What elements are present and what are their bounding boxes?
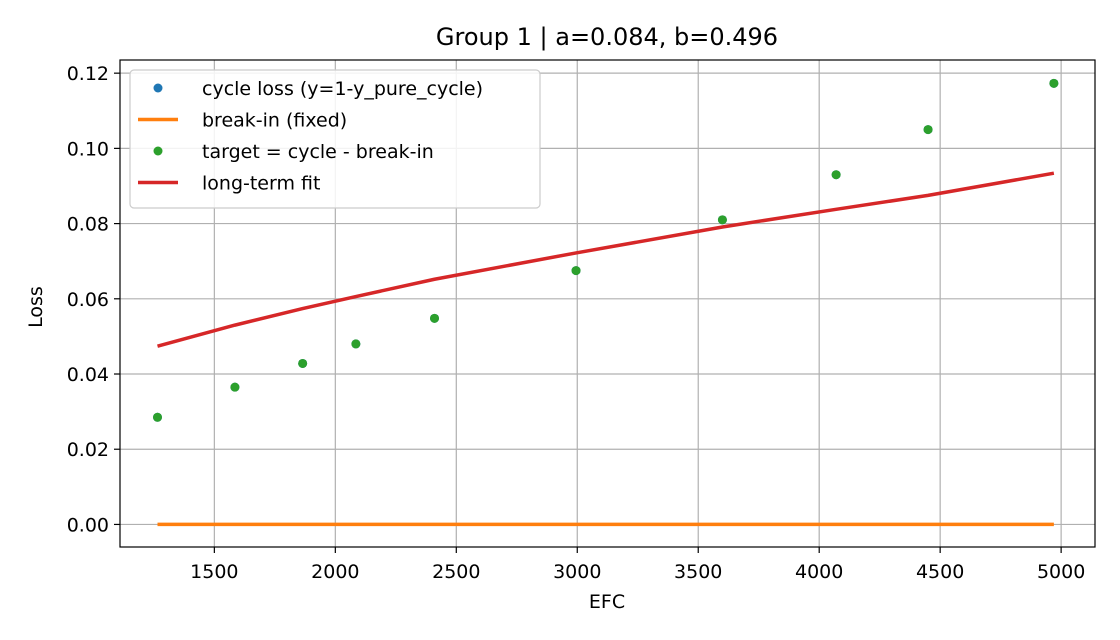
data-point [298, 358, 308, 368]
data-point [717, 215, 727, 225]
y-tick-label: 0.06 [67, 289, 109, 311]
data-point [230, 382, 240, 392]
plot-series [153, 78, 1059, 527]
y-tick-label: 0.10 [67, 138, 109, 160]
data-point [831, 170, 841, 180]
x-tick-label: 2500 [432, 561, 480, 583]
data-point [153, 412, 162, 422]
legend-box [129, 69, 541, 209]
x-tick-label: 1500 [190, 561, 238, 583]
x-tick-label: 4500 [916, 561, 964, 583]
x-tick-label: 2000 [311, 561, 359, 583]
axes-frame [119, 59, 1096, 548]
axis-ticks: 1500 2000 2500 3000 3500 4000 4500 5000 0.00 0.02… [67, 63, 1086, 583]
data-point [351, 339, 361, 349]
data-point [571, 266, 581, 276]
x-tick-label: 3000 [553, 561, 601, 583]
legend-swatch [153, 146, 163, 156]
y-tick-label: 0.02 [67, 439, 109, 461]
legend: cycle loss (y=1-y_pure_cycle) break-in (f… [129, 69, 541, 209]
x-tick-label: 4000 [795, 561, 843, 583]
chart-title: Group 1 | a=0.084, b=0.496 [436, 23, 778, 51]
x-axis-label: EFC [589, 591, 625, 613]
x-tick-label: 3500 [674, 561, 722, 583]
x-tick-label: 5000 [1037, 561, 1085, 583]
y-axis-label: Loss [25, 286, 47, 328]
legend-label: long-term fit [202, 173, 320, 195]
y-tick-label: 0.08 [67, 214, 109, 236]
legend-swatch [153, 83, 163, 93]
series-line-3 [157, 171, 1055, 348]
y-tick-label: 0.00 [67, 514, 109, 536]
legend-label: break-in (fixed) [202, 110, 347, 132]
y-tick-label: 0.12 [67, 63, 109, 85]
legend-label: cycle loss (y=1-y_pure_cycle) [202, 78, 483, 100]
y-tick-label: 0.04 [67, 364, 109, 386]
data-point [1049, 78, 1059, 88]
data-point [923, 125, 933, 135]
legend-label: target = cycle - break-in [202, 141, 434, 163]
data-point [430, 313, 440, 323]
